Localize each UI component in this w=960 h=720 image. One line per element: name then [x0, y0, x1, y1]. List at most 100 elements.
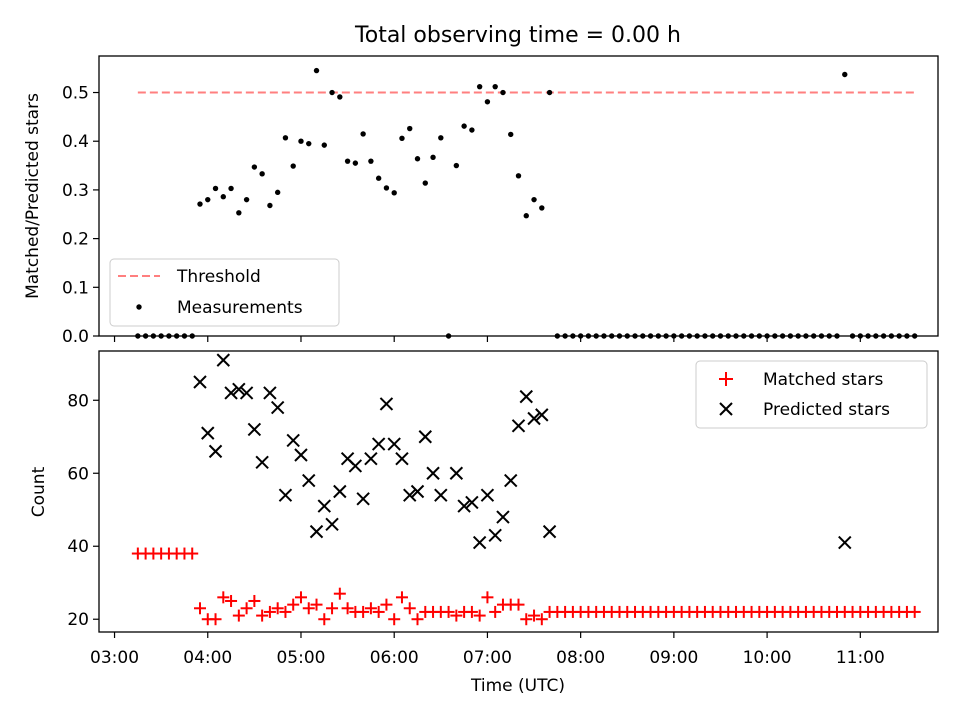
y-tick-label: 60: [67, 464, 89, 484]
predicted-stars-point: [496, 510, 510, 524]
predicted-stars-point: [535, 408, 549, 422]
measurement-point: [476, 83, 483, 90]
matched-stars-point: [489, 605, 502, 618]
count-legend: Matched stars Predicted stars: [695, 360, 928, 429]
predicted-stars-point: [263, 386, 277, 400]
predicted-stars-point: [193, 375, 207, 389]
predicted-stars-point: [302, 473, 316, 488]
predicted-stars-point: [286, 433, 300, 448]
measurement-point: [197, 201, 203, 207]
matched-stars-point: [388, 613, 401, 626]
predicted-stars-point: [216, 353, 231, 367]
matched-stars-point: [481, 591, 494, 604]
matched-stars-point: [357, 605, 370, 618]
predicted-stars-point: [356, 492, 370, 506]
predicted-stars-point: [364, 451, 378, 466]
measurement-point: [205, 196, 211, 203]
y-tick-label: 0.2: [62, 230, 89, 250]
matched-stars-point: [310, 598, 323, 611]
chart-title: Total observing time = 0.00 h: [354, 23, 681, 48]
predicted-stars-point: [278, 488, 293, 502]
measurement-point: [344, 158, 351, 164]
measurement-point: [329, 89, 335, 96]
matched-stars-point: [240, 602, 253, 615]
measurement-point: [337, 94, 343, 100]
predicted-stars-point: [247, 422, 262, 437]
measurement-point: [228, 185, 234, 192]
measurement-point: [453, 162, 460, 169]
legend-predicted-label: Predicted stars: [763, 400, 890, 420]
ratio-x-ticks: [113, 336, 861, 342]
measurement-point: [236, 210, 242, 216]
measurement-point: [469, 127, 475, 133]
measurement-point: [430, 154, 436, 160]
matched-stars-point: [294, 591, 307, 604]
matched-stars-point: [302, 602, 315, 615]
matched-stars-point: [364, 602, 377, 615]
measurement-point: [842, 71, 848, 78]
measurement-point: [523, 213, 529, 219]
matched-stars-point: [450, 609, 463, 622]
predicted-stars-point: [504, 473, 518, 488]
measurement-point: [267, 202, 273, 209]
x-tick-label: 09:00: [649, 648, 698, 668]
measurement-point: [352, 160, 359, 166]
x-tick-label: 10:00: [743, 648, 792, 668]
x-tick-label: 11:00: [836, 648, 885, 668]
predicted-stars-point: [309, 524, 324, 539]
y-tick-label: 0.0: [62, 327, 89, 347]
predicted-stars-point: [480, 488, 495, 502]
predicted-stars-point: [317, 499, 331, 513]
measurement-point: [508, 131, 514, 138]
ratio-y-axis-label: Matched/Predicted stars: [23, 93, 43, 299]
ratio-y-axis: 0.0 0.1 0.2 0.3 0.4 0.5: [62, 84, 99, 347]
count-y-axis: 20 40 60 80: [67, 391, 99, 630]
y-tick-label: 0.4: [62, 132, 89, 152]
x-tick-label: 03:00: [90, 648, 139, 668]
predicted-stars-point: [371, 437, 386, 451]
matched-stars-point: [232, 609, 245, 622]
measurement-point: [422, 180, 428, 186]
measurement-point: [212, 185, 219, 192]
ratio-panel-frame: [98, 55, 939, 337]
predicted-stars-point: [387, 437, 401, 451]
predicted-stars-point: [403, 488, 417, 502]
predicted-stars-point: [838, 535, 852, 550]
predicted-stars-point: [232, 382, 246, 397]
matched-stars-point: [512, 598, 525, 611]
matched-stars-point: [395, 591, 408, 604]
predicted-stars-point: [434, 488, 448, 502]
matched-stars-point: [372, 605, 385, 618]
measurement-point: [414, 156, 421, 162]
measurement-point: [360, 131, 366, 137]
measurement-point: [313, 67, 320, 74]
x-axis-label: Time (UTC): [470, 676, 565, 696]
y-tick-label: 40: [67, 537, 89, 557]
count-y-axis-label: Count: [29, 466, 49, 517]
y-tick-label: 0.1: [62, 278, 89, 298]
matched-stars-point: [193, 602, 206, 615]
matched-stars-point: [287, 598, 300, 611]
matched-stars-point: [473, 609, 486, 622]
matched-stars-point: [217, 591, 230, 604]
measurement-point: [407, 125, 413, 132]
predicted-stars-point: [270, 400, 285, 415]
predicted-stars-point: [465, 495, 479, 510]
measurement-point: [375, 175, 382, 181]
y-tick-label: 0.3: [62, 181, 89, 201]
legend-threshold-label: Threshold: [176, 267, 261, 287]
predicted-stars-point: [457, 499, 471, 513]
x-tick-label: 07:00: [463, 648, 512, 668]
measurement-point: [243, 196, 250, 203]
matched-stars-point: [411, 613, 424, 626]
matched-stars-point: [465, 605, 478, 618]
predicted-stars-point: [449, 466, 464, 480]
predicted-stars-point: [201, 426, 215, 440]
count-panel-frame: [98, 350, 939, 633]
matched-stars-point: [279, 605, 292, 618]
predicted-stars-point: [472, 535, 487, 550]
matched-stars-point: [186, 547, 199, 560]
measurement-point: [461, 123, 467, 129]
measurement-point: [391, 190, 397, 196]
